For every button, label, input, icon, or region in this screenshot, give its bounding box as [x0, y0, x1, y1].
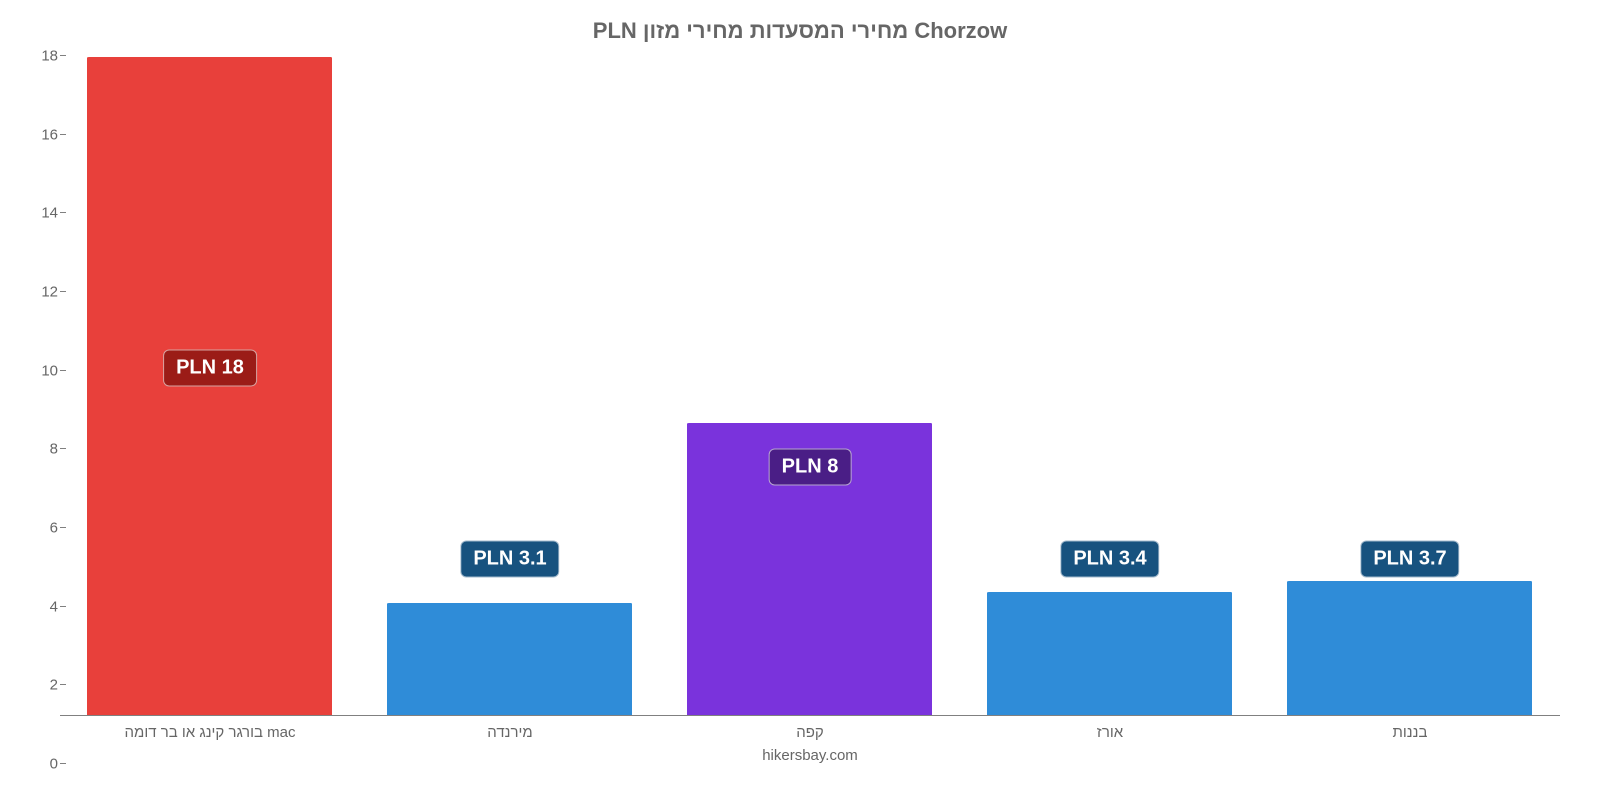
- chart-title: PLN מחירי המסעדות מחירי מזון Chorzow: [30, 18, 1570, 44]
- bar: [987, 591, 1233, 715]
- bar: [1287, 580, 1533, 715]
- y-tick-label: 16: [30, 126, 58, 143]
- x-tick-label: בננות: [1260, 724, 1560, 741]
- x-tick-label: קפה: [660, 724, 960, 741]
- plot-area: PLN 18 PLN 3.1 PLN 8 PLN 3.4 PLN 3.7: [60, 56, 1560, 716]
- bar-slot: PLN 8: [660, 56, 960, 715]
- bar-slot: PLN 18: [60, 56, 360, 715]
- attribution-text: hikersbay.com: [60, 747, 1560, 764]
- y-tick-label: 12: [30, 284, 58, 301]
- bar: [387, 602, 633, 715]
- x-tick-label: מירנדה: [360, 724, 660, 741]
- y-tick-label: 6: [30, 520, 58, 537]
- bar-slot: PLN 3.7: [1260, 56, 1560, 715]
- bar-slot: PLN 3.1: [360, 56, 660, 715]
- y-tick-mark: [60, 763, 66, 764]
- bar-value-label: PLN 8: [769, 449, 852, 486]
- y-tick-label: 18: [30, 48, 58, 65]
- bar-value-label: PLN 18: [163, 350, 257, 387]
- bar-slot: PLN 3.4: [960, 56, 1260, 715]
- bar-value-label: PLN 3.1: [460, 541, 559, 578]
- y-axis: 024681012141618: [30, 56, 60, 764]
- y-tick-label: 4: [30, 598, 58, 615]
- x-axis-labels: בורגר קינג או בר דומה macמירנדהקפהאורזבנ…: [60, 724, 1560, 741]
- bar-value-label: PLN 3.4: [1060, 541, 1159, 578]
- y-tick-label: 2: [30, 677, 58, 694]
- x-tick-label: אורז: [960, 724, 1260, 741]
- bars-row: PLN 18 PLN 3.1 PLN 8 PLN 3.4 PLN 3.7: [60, 56, 1560, 715]
- bar-value-label: PLN 3.7: [1360, 541, 1459, 578]
- y-tick-label: 0: [30, 756, 58, 773]
- y-tick-label: 10: [30, 362, 58, 379]
- plot-wrap: 024681012141618 PLN 18PLN 3.1PLN 8PLN 3.…: [60, 56, 1560, 764]
- y-tick-label: 8: [30, 441, 58, 458]
- x-tick-label: בורגר קינג או בר דומה mac: [60, 724, 360, 741]
- chart-container: PLN מחירי המסעדות מחירי מזון Chorzow 0 2 4…: [0, 0, 1600, 800]
- y-tick-label: 14: [30, 205, 58, 222]
